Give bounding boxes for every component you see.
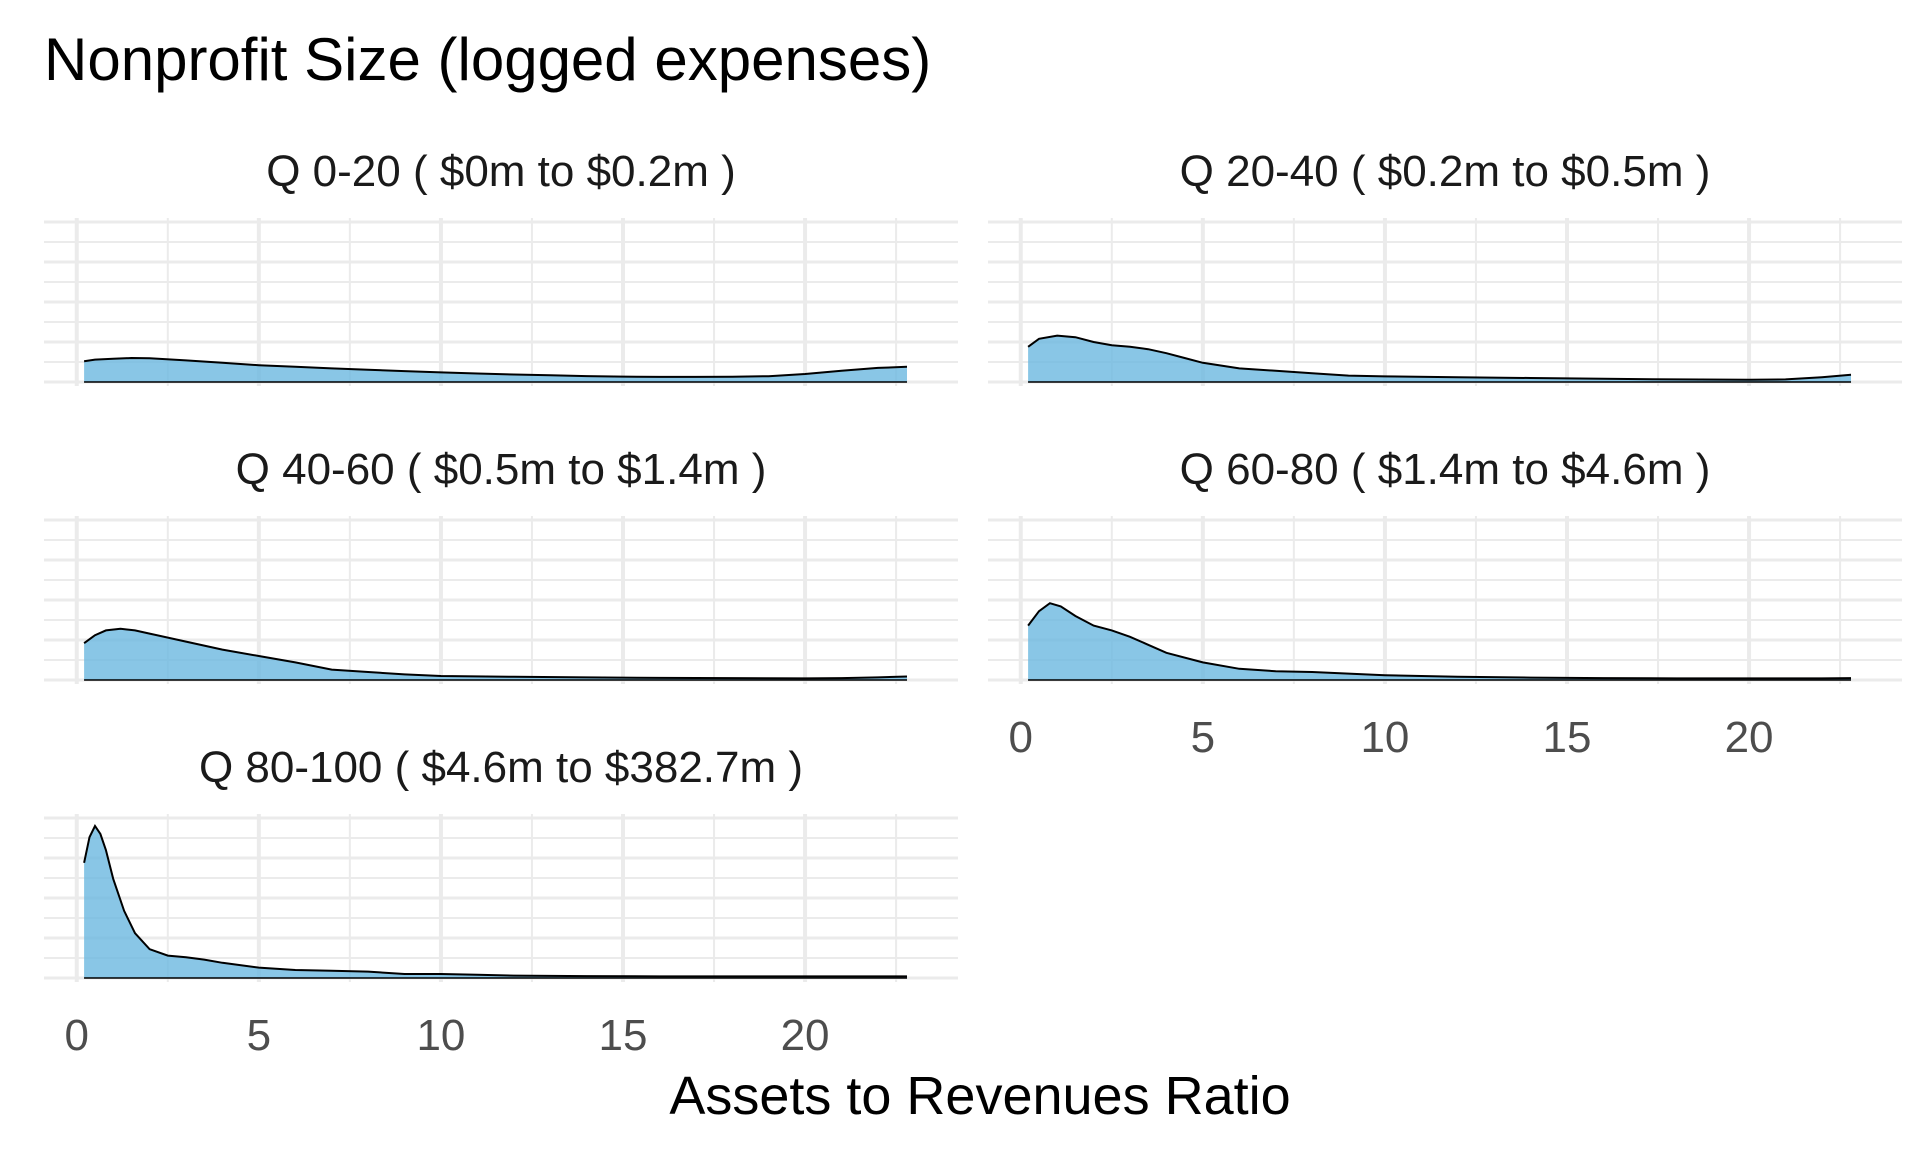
facet-panel-4: Q 60-80 ( $1.4m to $4.6m ) [988,445,1902,684]
density-line [83,824,907,978]
x-axis-title: Assets to Revenues Ratio [669,1066,1290,1126]
facet-panel-5: Q 80-100 ( $4.6m to $382.7m ) [44,743,958,982]
x-tick-label: 20 [1725,713,1774,762]
x-tick-label: 15 [599,1011,648,1060]
x-axis-tick-labels-left-column: 0 5 10 15 20 [65,1011,830,1060]
density-area [1028,335,1851,382]
density-area [84,628,908,680]
density-line [1027,334,1852,381]
x-tick-label: 5 [247,1011,271,1060]
facet-panel-1: Q 0-20 ( $0m to $0.2m ) [44,147,958,386]
density-area [1028,603,1851,680]
density-area [84,826,908,978]
x-axis-tick-labels-right-column: 0 5 10 15 20 [1009,713,1774,762]
facet-strip-label: Q 0-20 ( $0m to $0.2m ) [266,147,736,196]
density-line [1027,602,1852,680]
x-tick-label: 10 [1360,713,1409,762]
panels-layer: Q 0-20 ( $0m to $0.2m ) Q 20-40 ( $0.2m t… [44,147,1902,982]
facet-strip-label: Q 40-60 ( $0.5m to $1.4m ) [236,445,767,494]
facet-strip-label: Q 80-100 ( $4.6m to $382.7m ) [199,743,803,792]
x-tick-label: 5 [1191,713,1215,762]
chart-title: Nonprofit Size (logged expenses) [44,26,931,93]
facet-strip-label: Q 20-40 ( $0.2m to $0.5m ) [1180,147,1711,196]
density-line [83,627,908,680]
x-tick-label: 0 [1009,713,1033,762]
x-tick-label: 15 [1543,713,1592,762]
x-tick-label: 10 [416,1011,465,1060]
density-area [84,358,908,382]
facet-panel-2: Q 20-40 ( $0.2m to $0.5m ) [988,147,1902,386]
density-line [83,356,908,378]
facet-panel-3: Q 40-60 ( $0.5m to $1.4m ) [44,445,958,684]
facet-strip-label: Q 60-80 ( $1.4m to $4.6m ) [1180,445,1711,494]
x-tick-label: 0 [65,1011,89,1060]
x-tick-label: 20 [781,1011,830,1060]
